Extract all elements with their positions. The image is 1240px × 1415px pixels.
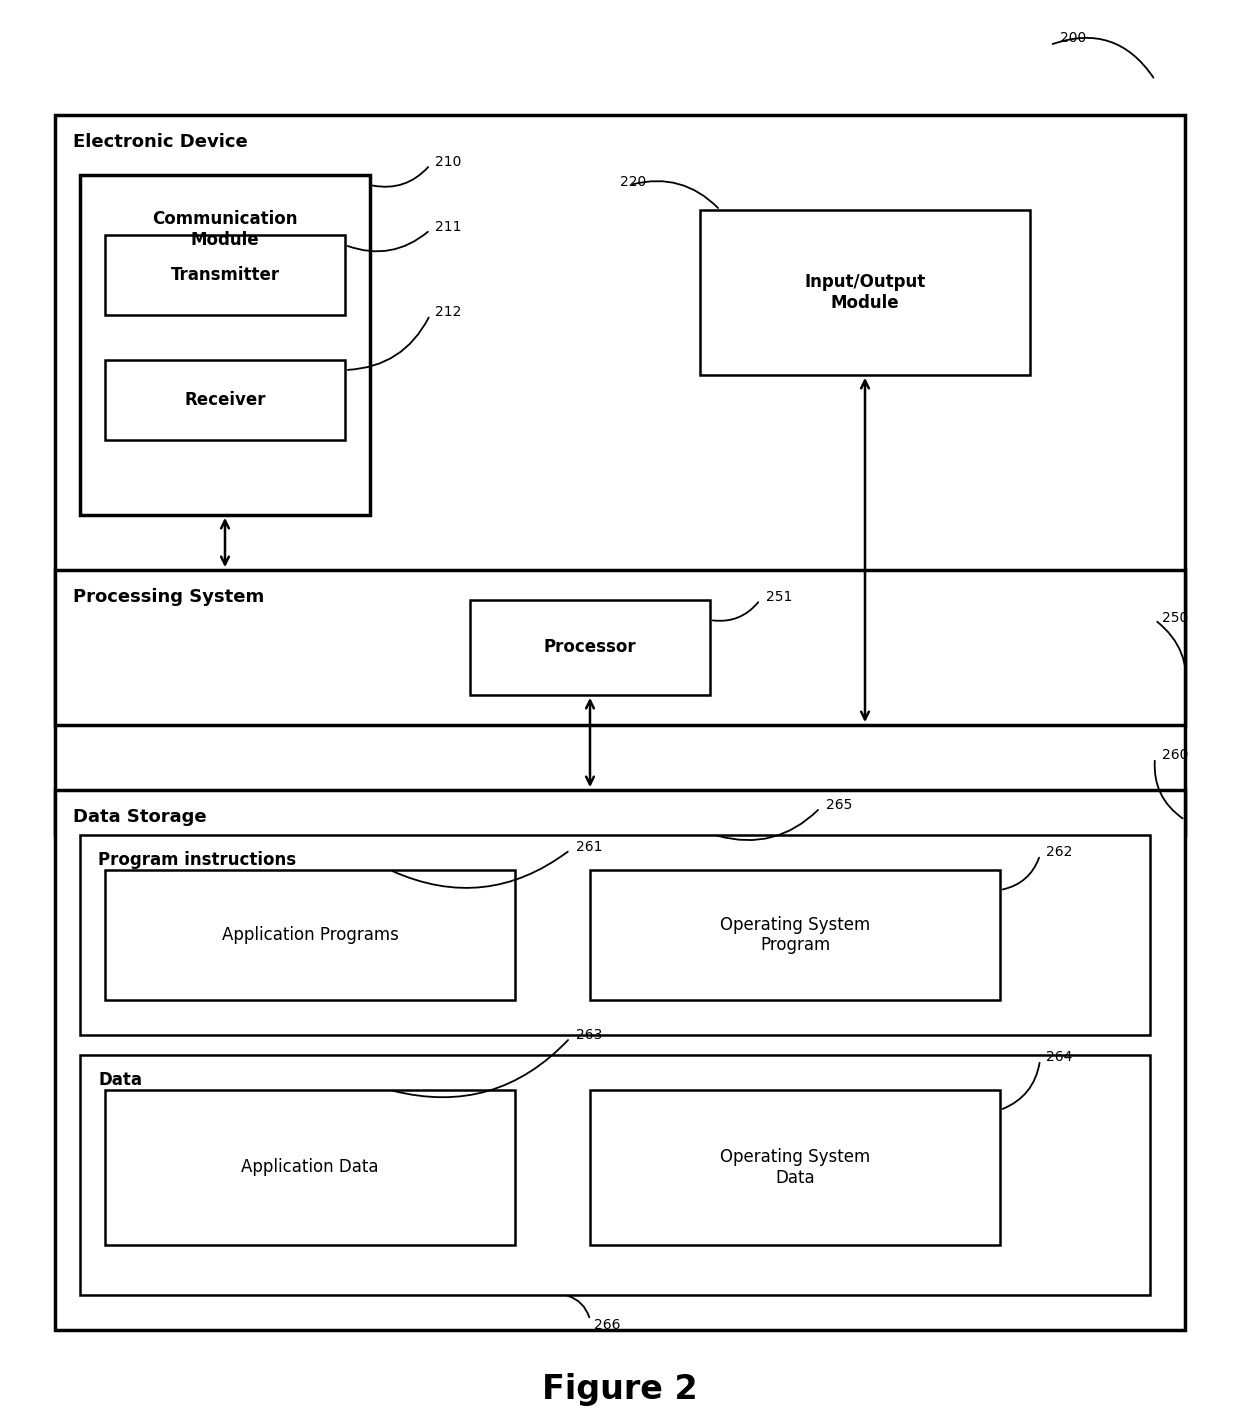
Text: 220: 220 (620, 175, 646, 190)
Text: Application Data: Application Data (242, 1159, 378, 1176)
Text: 261: 261 (577, 841, 603, 855)
Text: Application Programs: Application Programs (222, 925, 398, 944)
Bar (55, 790, 1185, 1330)
Text: Transmitter: Transmitter (170, 266, 279, 284)
Bar (55, 115, 1185, 835)
Text: 262: 262 (1047, 845, 1073, 859)
Bar (470, 600, 711, 695)
Bar (105, 870, 515, 1000)
Bar (105, 235, 345, 316)
Text: 264: 264 (1047, 1050, 1073, 1064)
Text: Data: Data (98, 1071, 143, 1090)
Text: Data Storage: Data Storage (73, 808, 207, 826)
Bar (55, 570, 1185, 724)
Text: Electronic Device: Electronic Device (73, 133, 248, 151)
Text: 263: 263 (577, 1029, 603, 1041)
Text: Receiver: Receiver (185, 391, 265, 409)
Text: 250: 250 (1162, 611, 1188, 625)
Text: 200: 200 (1060, 31, 1086, 45)
Text: Program instructions: Program instructions (98, 850, 296, 869)
Bar (105, 1090, 515, 1245)
Text: Communication
Module: Communication Module (153, 209, 298, 249)
Text: 210: 210 (435, 156, 461, 168)
Bar (105, 359, 345, 440)
Text: Processing System: Processing System (73, 589, 264, 606)
Bar (81, 1056, 1149, 1295)
Bar (590, 870, 999, 1000)
Text: 251: 251 (766, 590, 792, 604)
Text: Figure 2: Figure 2 (542, 1374, 698, 1407)
Text: 212: 212 (435, 306, 461, 318)
Text: Operating System
Program: Operating System Program (720, 916, 870, 954)
Text: Processor: Processor (543, 638, 636, 657)
Bar (701, 209, 1030, 375)
Text: 211: 211 (435, 219, 461, 233)
Text: 260: 260 (1162, 749, 1188, 763)
Bar (81, 835, 1149, 1034)
Text: 265: 265 (826, 798, 852, 812)
Text: Input/Output
Module: Input/Output Module (805, 273, 925, 311)
Text: 266: 266 (594, 1317, 620, 1332)
Text: Operating System
Data: Operating System Data (720, 1148, 870, 1187)
Bar (81, 175, 370, 515)
Bar (590, 1090, 999, 1245)
